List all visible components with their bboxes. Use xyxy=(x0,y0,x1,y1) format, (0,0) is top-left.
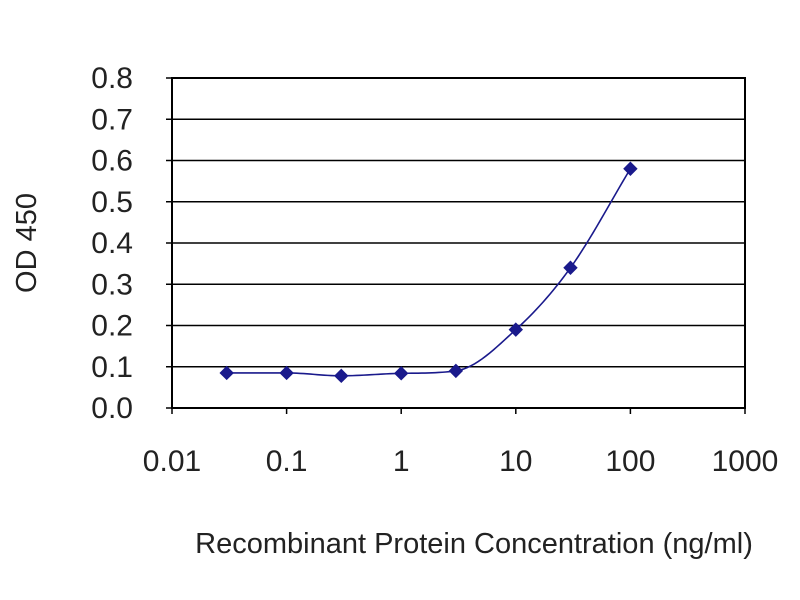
data-point xyxy=(508,322,524,337)
y-tick-label: 0.8 xyxy=(91,62,133,95)
y-tick-label: 0.4 xyxy=(91,227,133,260)
fit-curve xyxy=(226,168,632,377)
x-tick-label: 1 xyxy=(393,445,410,478)
y-tick-label: 0.5 xyxy=(91,186,133,219)
x-axis-title: Recombinant Protein Concentration (ng/ml… xyxy=(195,528,753,560)
x-tick-label: 100 xyxy=(605,445,655,478)
grid-lines xyxy=(172,118,745,368)
data-point xyxy=(219,365,234,381)
y-axis-title: OD 450 xyxy=(11,193,43,293)
y-tick-label: 0.6 xyxy=(91,145,133,178)
data-point xyxy=(563,260,578,275)
data-point xyxy=(334,368,349,384)
series-layer xyxy=(219,161,638,384)
x-tick-label: 1000 xyxy=(712,445,779,478)
data-point xyxy=(279,365,294,381)
y-tick-label: 0.3 xyxy=(91,268,133,301)
y-tick-label: 0.7 xyxy=(91,103,133,136)
data-point xyxy=(448,363,464,379)
x-tick-label: 0.1 xyxy=(266,445,308,478)
data-point xyxy=(623,161,638,176)
x-tick-label: 0.01 xyxy=(143,445,201,478)
y-tick-label: 0.2 xyxy=(91,310,133,343)
data-point xyxy=(393,366,409,381)
y-tick-label: 0.0 xyxy=(91,392,133,425)
x-tick-label: 10 xyxy=(499,445,532,478)
y-axis: 0.0 0.1 0.2 0.3 0.4 0.5 0.6 0.7 0.8 xyxy=(91,62,172,425)
y-tick-label: 0.1 xyxy=(91,351,133,384)
x-axis: 0.01 0.1 1 10 100 1000 xyxy=(143,408,779,478)
